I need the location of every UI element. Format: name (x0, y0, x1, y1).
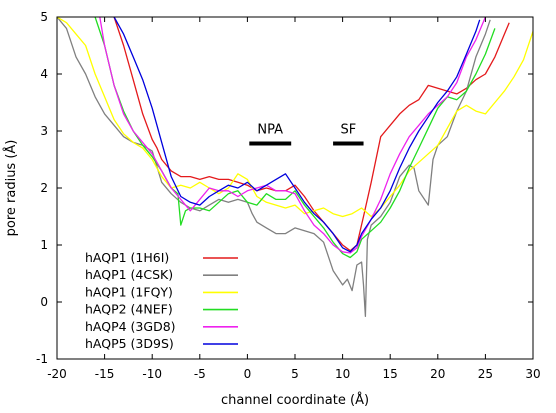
y-tick-label: 3 (40, 124, 48, 138)
x-tick-label: 30 (525, 367, 540, 381)
x-tick-label: -15 (95, 367, 115, 381)
series-line-2 (57, 17, 533, 218)
x-tick-label: 25 (478, 367, 493, 381)
sf-label: SF (340, 123, 356, 138)
x-tick-label: -5 (194, 367, 206, 381)
x-tick-label: -20 (47, 367, 67, 381)
series-line-3 (94, 17, 496, 259)
legend: hAQP1 (1H6I) hAQP1 (4CSK) hAQP1 (1FQY) hAQP… (85, 250, 238, 351)
x-axis-title: channel coordinate (Å) (221, 392, 369, 408)
legend-label-3: hAQP2 (4NEF) (85, 302, 173, 317)
legend-label-4: hAQP4 (3GD8) (85, 319, 176, 334)
x-tick-label: 15 (383, 367, 398, 381)
series-line-0 (113, 17, 510, 252)
y-tick-label: 0 (40, 295, 48, 309)
x-tick-label: 5 (291, 367, 299, 381)
y-tick-label: 2 (40, 181, 48, 195)
legend-label-5: hAQP5 (3D9S) (85, 336, 174, 351)
annotation-layer: NPA SF (249, 123, 364, 146)
legend-label-1: hAQP1 (4CSK) (85, 267, 173, 282)
x-tick-label: 10 (335, 367, 350, 381)
y-tick-label: -1 (36, 352, 48, 366)
x-tick-label: 0 (244, 367, 252, 381)
npa-label: NPA (257, 123, 283, 138)
series-line-5 (113, 17, 481, 253)
y-tick-label: 4 (40, 67, 48, 81)
y-tick-label: 5 (40, 10, 48, 24)
series-layer (57, 17, 533, 317)
legend-label-2: hAQP1 (1FQY) (85, 284, 173, 299)
series-line-4 (99, 17, 486, 254)
x-tick-label: -10 (142, 367, 162, 381)
y-axis-title: pore radius (Å) (3, 140, 19, 237)
y-tick-label: 1 (40, 238, 48, 252)
x-tick-label: 20 (430, 367, 445, 381)
legend-label-0: hAQP1 (1H6I) (85, 250, 169, 265)
